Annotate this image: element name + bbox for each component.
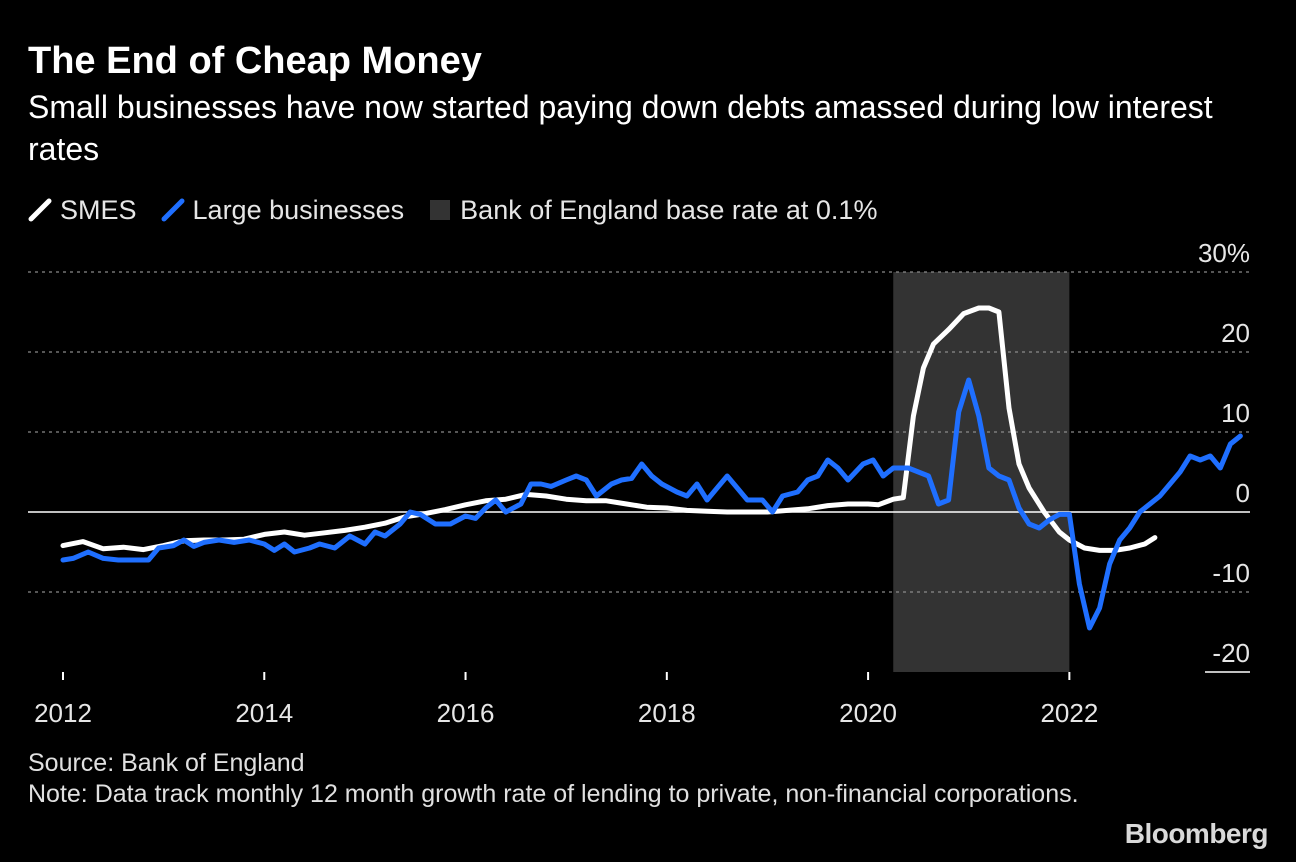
y-tick-label: 20 xyxy=(1221,318,1250,348)
chart-title: The End of Cheap Money xyxy=(28,40,482,82)
y-tick-label: -10 xyxy=(1212,558,1250,588)
source-note: Source: Bank of England xyxy=(28,749,305,777)
line-chart: 30% 20 10 0 -10 -20 2012 2014 2016 2018 2020 2022 xyxy=(28,238,1250,728)
legend-swatch-large xyxy=(161,198,185,222)
footer: Source: Bank of England Note: Data track… xyxy=(28,748,1108,810)
x-tick-label: 2018 xyxy=(638,698,696,728)
legend-item-large: Large businesses xyxy=(161,194,405,226)
bloomberg-logo: Bloomberg xyxy=(1124,818,1269,849)
series-line-smes xyxy=(60,305,1158,553)
x-tick-label: 2022 xyxy=(1040,698,1098,728)
chart-subtitle: Small businesses have now started paying… xyxy=(28,89,1213,167)
legend-label-large: Large businesses xyxy=(192,194,405,225)
x-tick-label: 2016 xyxy=(437,698,495,728)
y-tick-label: 0 xyxy=(1236,478,1250,508)
legend-label-shade: Bank of England base rate at 0.1% xyxy=(460,194,878,225)
legend-label-smes: SMES xyxy=(60,194,137,225)
y-tick-label: 10 xyxy=(1221,398,1250,428)
legend-item-shade: Bank of England base rate at 0.1% xyxy=(428,195,877,226)
legend-item-smes: SMES xyxy=(28,195,137,226)
y-tick-label: -20 xyxy=(1212,638,1250,668)
legend: SMES Large businesses Bank of England ba… xyxy=(28,192,901,228)
x-tick-label: 2020 xyxy=(839,698,897,728)
series-line-large xyxy=(60,377,1243,631)
x-tick-label: 2014 xyxy=(235,698,293,728)
y-tick-label: 30% xyxy=(1198,238,1250,268)
data-note: Note: Data track monthly 12 month growth… xyxy=(28,780,1079,808)
legend-swatch-shade xyxy=(430,200,451,220)
x-tick-label: 2012 xyxy=(34,698,92,728)
legend-swatch-smes xyxy=(28,198,52,222)
